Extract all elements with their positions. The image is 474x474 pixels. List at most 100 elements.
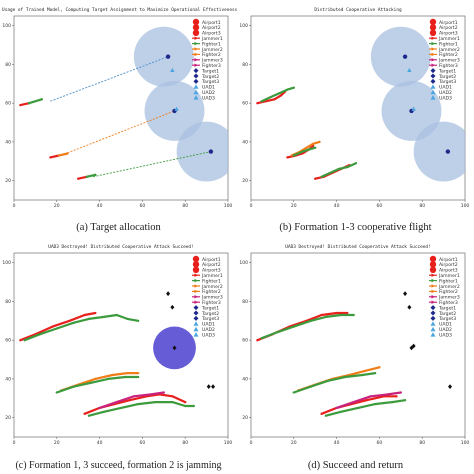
target-marker bbox=[407, 67, 412, 73]
assignment-line bbox=[50, 56, 169, 102]
panel-d: UAD3 Destroyed! Distributed Cooperative … bbox=[237, 237, 474, 459]
trajectory-point bbox=[326, 379, 330, 382]
legend-marker bbox=[429, 18, 437, 26]
x-tick-label: 40 bbox=[334, 440, 340, 446]
legend-marker bbox=[429, 255, 437, 263]
y-tick-label: 80 bbox=[5, 299, 11, 305]
trajectory-point bbox=[256, 339, 259, 342]
trajectory-point bbox=[292, 325, 295, 328]
trajectory-point bbox=[115, 313, 118, 317]
target-marker bbox=[206, 384, 211, 390]
trajectory-point bbox=[399, 391, 402, 394]
trajectory-point bbox=[66, 152, 69, 155]
trajectory-point bbox=[273, 98, 276, 101]
trajectory-point bbox=[171, 395, 174, 398]
x-tick-label: 60 bbox=[377, 440, 383, 446]
legend-marker bbox=[194, 273, 198, 277]
plot-area bbox=[250, 252, 466, 438]
scatter-chart: Distributed Cooperative Attacking 0 20 40 60… bbox=[239, 7, 469, 209]
trajectory-point bbox=[23, 339, 26, 342]
legend-label: UAD3 bbox=[439, 95, 452, 101]
legend-label: Airport1 bbox=[439, 20, 458, 26]
trajectory-point bbox=[292, 391, 295, 394]
legend-label: Target1 bbox=[438, 305, 456, 311]
trajectory-point bbox=[94, 311, 97, 315]
x-tick-label: 0 bbox=[13, 203, 16, 209]
legend-label: Airport2 bbox=[439, 25, 458, 31]
trajectory bbox=[49, 154, 61, 159]
legend-marker bbox=[431, 41, 435, 46]
legend-marker bbox=[193, 68, 199, 74]
legend-marker bbox=[193, 326, 199, 332]
y-tick-label: 100 bbox=[239, 260, 248, 266]
y-tick-label: 60 bbox=[5, 101, 11, 107]
legend-marker bbox=[430, 321, 436, 326]
legend-label: Jammer3 bbox=[438, 295, 460, 301]
legend-marker bbox=[431, 278, 435, 283]
legend-label: Fighter3 bbox=[439, 300, 458, 306]
trajectory-point bbox=[329, 171, 332, 174]
legend-marker bbox=[192, 266, 200, 273]
legend-marker bbox=[431, 295, 435, 299]
trajectory-point bbox=[55, 327, 58, 330]
y-tick-label: 100 bbox=[2, 23, 11, 29]
legend-label: Fighter2 bbox=[202, 289, 221, 295]
trajectory-point bbox=[19, 339, 22, 342]
trajectory-point bbox=[115, 401, 118, 404]
legend-label: Jammer1 bbox=[201, 273, 223, 279]
legend-label: UAD2 bbox=[202, 327, 215, 333]
trajectory-point bbox=[314, 146, 317, 149]
x-tick-label: 100 bbox=[461, 440, 470, 446]
trajectory-point bbox=[171, 401, 174, 404]
x-tick-label: 0 bbox=[13, 440, 16, 446]
trajectory-point bbox=[386, 393, 390, 396]
legend-label: Fighter1 bbox=[202, 278, 221, 284]
legend-label: Fighter1 bbox=[202, 41, 221, 47]
defense-zone bbox=[413, 121, 465, 182]
legend-marker bbox=[194, 289, 198, 294]
trajectory-point bbox=[128, 399, 131, 402]
trajectory-point bbox=[94, 377, 97, 380]
trajectory bbox=[324, 399, 407, 417]
legend-label: Jammer3 bbox=[438, 58, 460, 64]
trajectory-point bbox=[68, 319, 71, 322]
trajectory-point bbox=[87, 414, 90, 417]
trajectory-point bbox=[311, 142, 315, 145]
y-tick-label: 20 bbox=[242, 415, 248, 421]
trajectory-point bbox=[318, 140, 321, 143]
legend-marker bbox=[430, 73, 436, 79]
legend-marker bbox=[431, 289, 435, 294]
trajectory-point bbox=[363, 370, 366, 373]
legend-marker bbox=[431, 273, 435, 277]
legend-label: Airport2 bbox=[202, 25, 221, 31]
legend-marker bbox=[194, 63, 198, 67]
target-marker bbox=[166, 291, 171, 297]
legend-marker bbox=[193, 332, 199, 337]
legend-marker bbox=[431, 300, 435, 304]
trajectory-point bbox=[354, 162, 357, 165]
legend-marker bbox=[194, 278, 198, 283]
target-marker bbox=[172, 345, 177, 351]
trajectory-point bbox=[162, 391, 165, 394]
trajectory-point bbox=[107, 377, 110, 380]
legend-label: Target3 bbox=[438, 316, 456, 322]
legend-label: Airport1 bbox=[439, 257, 458, 263]
trajectory-point bbox=[111, 373, 114, 377]
trajectory-point bbox=[275, 331, 278, 334]
trajectory-point bbox=[87, 317, 90, 320]
chart-title: Usage of Trained Model, Computing Target… bbox=[2, 7, 237, 13]
panel-a: Usage of Trained Model, Computing Target… bbox=[0, 0, 237, 222]
target-marker bbox=[448, 384, 453, 390]
target-marker bbox=[411, 343, 416, 349]
target-marker bbox=[409, 345, 414, 351]
trajectory-point bbox=[184, 404, 187, 408]
y-tick-label: 100 bbox=[2, 260, 11, 266]
legend-label: Fighter3 bbox=[202, 300, 221, 306]
trajectory-point bbox=[154, 401, 157, 404]
legend-marker bbox=[430, 84, 436, 89]
legend-marker bbox=[430, 305, 436, 311]
legend-marker bbox=[193, 310, 199, 316]
y-tick-label: 60 bbox=[242, 101, 248, 107]
target-marker bbox=[208, 149, 214, 154]
trajectory bbox=[77, 175, 88, 180]
